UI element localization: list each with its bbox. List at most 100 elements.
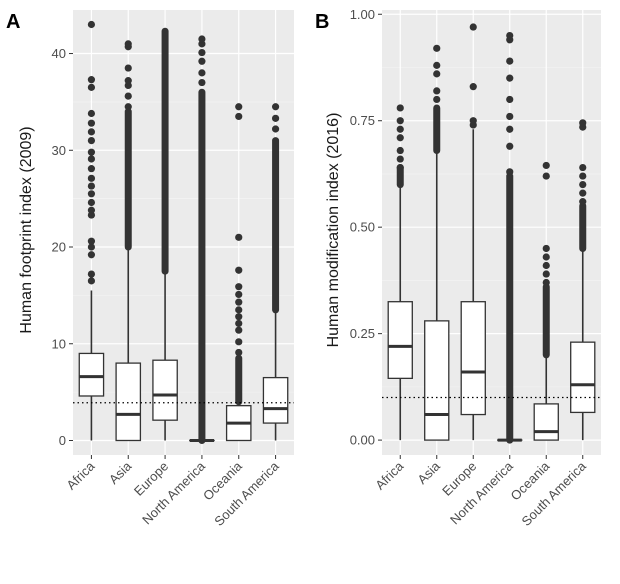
panel-b-x-tick-label-north-america: North America xyxy=(447,458,516,527)
outlier-point xyxy=(271,125,280,133)
outlier-point xyxy=(396,117,404,125)
box-iqr xyxy=(152,359,178,421)
panel-b-x-tick-label-asia: Asia xyxy=(414,458,443,487)
outlier-point xyxy=(198,78,206,87)
panel-b-box-europe xyxy=(460,23,486,441)
outlier-point xyxy=(506,142,514,150)
outlier-point xyxy=(124,103,132,111)
outlier-point xyxy=(396,155,404,163)
outlier-point xyxy=(542,161,550,170)
outlier-point xyxy=(271,114,280,122)
panel-a-letter: A xyxy=(6,11,20,33)
outlier-point xyxy=(542,278,550,287)
outlier-point xyxy=(506,168,514,176)
box-iqr xyxy=(262,376,289,424)
panel-b-letter: B xyxy=(315,11,329,33)
outlier-point xyxy=(87,251,96,259)
panel-a-box-north-america xyxy=(189,35,215,444)
panel-a-box-south-america xyxy=(262,103,289,441)
outlier-point xyxy=(124,40,132,48)
panel-b-y-tick-label: 0.25 xyxy=(350,326,375,341)
outlier-point xyxy=(506,57,514,65)
outlier-point xyxy=(542,261,550,270)
outlier-point xyxy=(235,319,243,328)
panel-a-y-tick-label: 30 xyxy=(52,143,66,158)
outlier-point xyxy=(433,95,441,104)
panel-a-box-asia xyxy=(115,40,142,442)
outlier-point xyxy=(542,172,550,180)
outlier-point xyxy=(87,119,96,127)
outlier-point xyxy=(506,74,514,82)
panel-a: A Human footprint index (2009) 0 10 20 30 40… xyxy=(6,10,294,529)
panel-b-y-tick-label: 0.00 xyxy=(350,433,375,448)
outlier-point xyxy=(198,48,206,57)
outlier-point xyxy=(235,283,243,291)
outlier-point xyxy=(396,146,404,155)
outlier-point xyxy=(87,190,96,198)
panel-a-boxes xyxy=(78,20,289,444)
box-iqr xyxy=(460,301,486,416)
outlier-point xyxy=(235,266,243,274)
outlier-point xyxy=(87,76,96,84)
outlier-point xyxy=(198,57,206,65)
outlier-point xyxy=(235,103,243,111)
panel-b-plot-background xyxy=(382,10,601,455)
outlier-point xyxy=(579,172,587,180)
outlier-point xyxy=(433,44,441,52)
panel-b-boxes xyxy=(387,23,596,444)
outlier-point xyxy=(235,290,243,299)
outlier-point xyxy=(235,298,243,306)
outlier-point xyxy=(396,134,404,142)
outlier-point xyxy=(579,198,587,206)
box-iqr xyxy=(115,362,142,442)
outlier-point xyxy=(87,174,96,182)
outlier-point xyxy=(433,87,441,95)
outlier-point xyxy=(579,119,587,127)
panel-a-x-tick-label-asia: Asia xyxy=(106,458,135,487)
panel-b-y-tick-label: 1.00 xyxy=(350,7,375,22)
panel-a-x-tick-label-africa: Africa xyxy=(63,458,98,493)
panel-a-x-tick-label-south-america: South America xyxy=(211,458,282,529)
box-iqr xyxy=(424,320,450,441)
box-iqr xyxy=(570,341,596,414)
outlier-point xyxy=(124,77,132,85)
outlier-point xyxy=(506,125,514,133)
outlier-point xyxy=(87,136,96,145)
panel-b-y-tick-label: 0.50 xyxy=(350,220,375,235)
outlier-point xyxy=(235,233,243,241)
outlier-point xyxy=(396,104,404,112)
outlier-point xyxy=(542,270,550,278)
panel-a-box-oceania xyxy=(225,103,252,442)
outlier-point xyxy=(579,189,587,197)
panel-b-y-axis-title: Human modification index (2016) xyxy=(325,113,342,348)
outlier-point xyxy=(87,83,96,91)
outlier-point xyxy=(235,348,243,357)
box-iqr xyxy=(78,352,105,397)
panel-a-y-tick-label: 20 xyxy=(52,240,66,255)
panel-b-box-south-america xyxy=(570,119,596,441)
outlier-point xyxy=(87,165,96,173)
outlier-point xyxy=(506,112,514,121)
panel-b-box-asia xyxy=(424,44,450,441)
outlier-point xyxy=(87,237,96,245)
outlier-point xyxy=(87,148,96,156)
outlier-point xyxy=(124,92,132,100)
outlier-point xyxy=(235,112,243,121)
outlier-point xyxy=(87,206,96,214)
panel-a-y-ticks: 0 10 20 30 40 xyxy=(52,46,73,448)
panel-b-y-tick-label: 0.75 xyxy=(350,113,375,128)
outlier-point xyxy=(235,313,243,321)
outlier-point xyxy=(87,155,96,163)
outlier-point xyxy=(87,270,96,278)
panel-a-plot-background xyxy=(73,10,294,455)
outlier-point xyxy=(433,70,441,78)
outlier-point xyxy=(87,243,96,251)
panel-b-x-tick-label-south-america: South America xyxy=(518,458,589,529)
outlier-point xyxy=(506,95,514,104)
box-iqr xyxy=(533,403,559,441)
outlier-point xyxy=(198,35,206,43)
outlier-point xyxy=(87,109,96,118)
outlier-point xyxy=(433,61,441,69)
